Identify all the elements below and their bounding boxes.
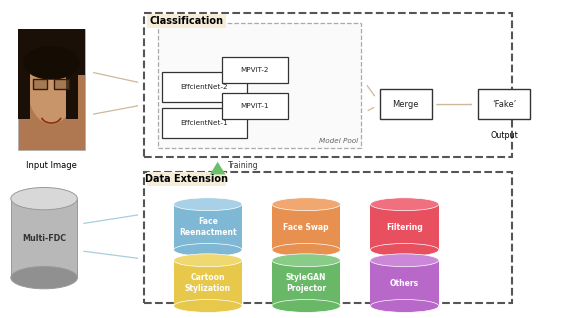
Bar: [173, 260, 242, 306]
Bar: [66, 53, 78, 120]
Bar: [222, 93, 288, 120]
Bar: [11, 199, 77, 278]
Bar: [222, 57, 288, 83]
Bar: [478, 89, 530, 120]
Text: Training: Training: [228, 161, 259, 170]
Text: Model Pool: Model Pool: [318, 138, 358, 144]
Ellipse shape: [23, 46, 79, 80]
Ellipse shape: [371, 254, 438, 267]
Text: Output: Output: [490, 131, 518, 141]
Bar: [371, 260, 438, 306]
Bar: [272, 260, 340, 306]
Text: Input Image: Input Image: [26, 161, 77, 169]
Bar: [32, 79, 48, 89]
Text: EffcientNet-1: EffcientNet-1: [180, 121, 228, 126]
Ellipse shape: [173, 198, 242, 211]
Bar: [147, 14, 226, 28]
Ellipse shape: [173, 254, 242, 267]
Bar: [147, 172, 226, 186]
Bar: [54, 79, 68, 89]
Ellipse shape: [272, 254, 340, 267]
Ellipse shape: [11, 188, 77, 210]
Bar: [158, 23, 361, 148]
Text: Others: Others: [390, 279, 419, 287]
Bar: [371, 204, 438, 250]
Ellipse shape: [173, 300, 242, 312]
Bar: [18, 29, 85, 149]
Text: ‘Fake’: ‘Fake’: [492, 100, 516, 109]
Ellipse shape: [272, 300, 340, 312]
Text: Data Extension: Data Extension: [145, 174, 228, 184]
Ellipse shape: [371, 198, 438, 211]
Ellipse shape: [371, 244, 438, 256]
Text: EffcientNet-2: EffcientNet-2: [180, 84, 228, 90]
Bar: [173, 204, 242, 250]
Ellipse shape: [11, 266, 77, 289]
Text: Face Swap: Face Swap: [284, 223, 329, 232]
Bar: [380, 89, 432, 120]
Text: Cartoon
Stylization: Cartoon Stylization: [185, 273, 231, 293]
Ellipse shape: [173, 244, 242, 256]
Bar: [162, 72, 247, 102]
Text: MPViT-1: MPViT-1: [241, 103, 269, 109]
Text: Classification: Classification: [150, 16, 223, 26]
Bar: [272, 204, 340, 250]
Ellipse shape: [272, 198, 340, 211]
Text: Merge: Merge: [393, 100, 419, 109]
Text: Face
Reenactment: Face Reenactment: [179, 218, 237, 237]
Bar: [18, 29, 85, 75]
Bar: [144, 13, 512, 157]
Text: MPViT-2: MPViT-2: [241, 67, 269, 73]
Bar: [144, 172, 512, 303]
Bar: [162, 108, 247, 138]
Ellipse shape: [371, 300, 438, 312]
Ellipse shape: [272, 244, 340, 256]
Text: StyleGAN
Projector: StyleGAN Projector: [286, 273, 327, 293]
Ellipse shape: [27, 50, 75, 124]
Text: Multi-FDC: Multi-FDC: [22, 234, 66, 243]
Bar: [18, 53, 30, 120]
Text: Filtering: Filtering: [386, 223, 423, 232]
